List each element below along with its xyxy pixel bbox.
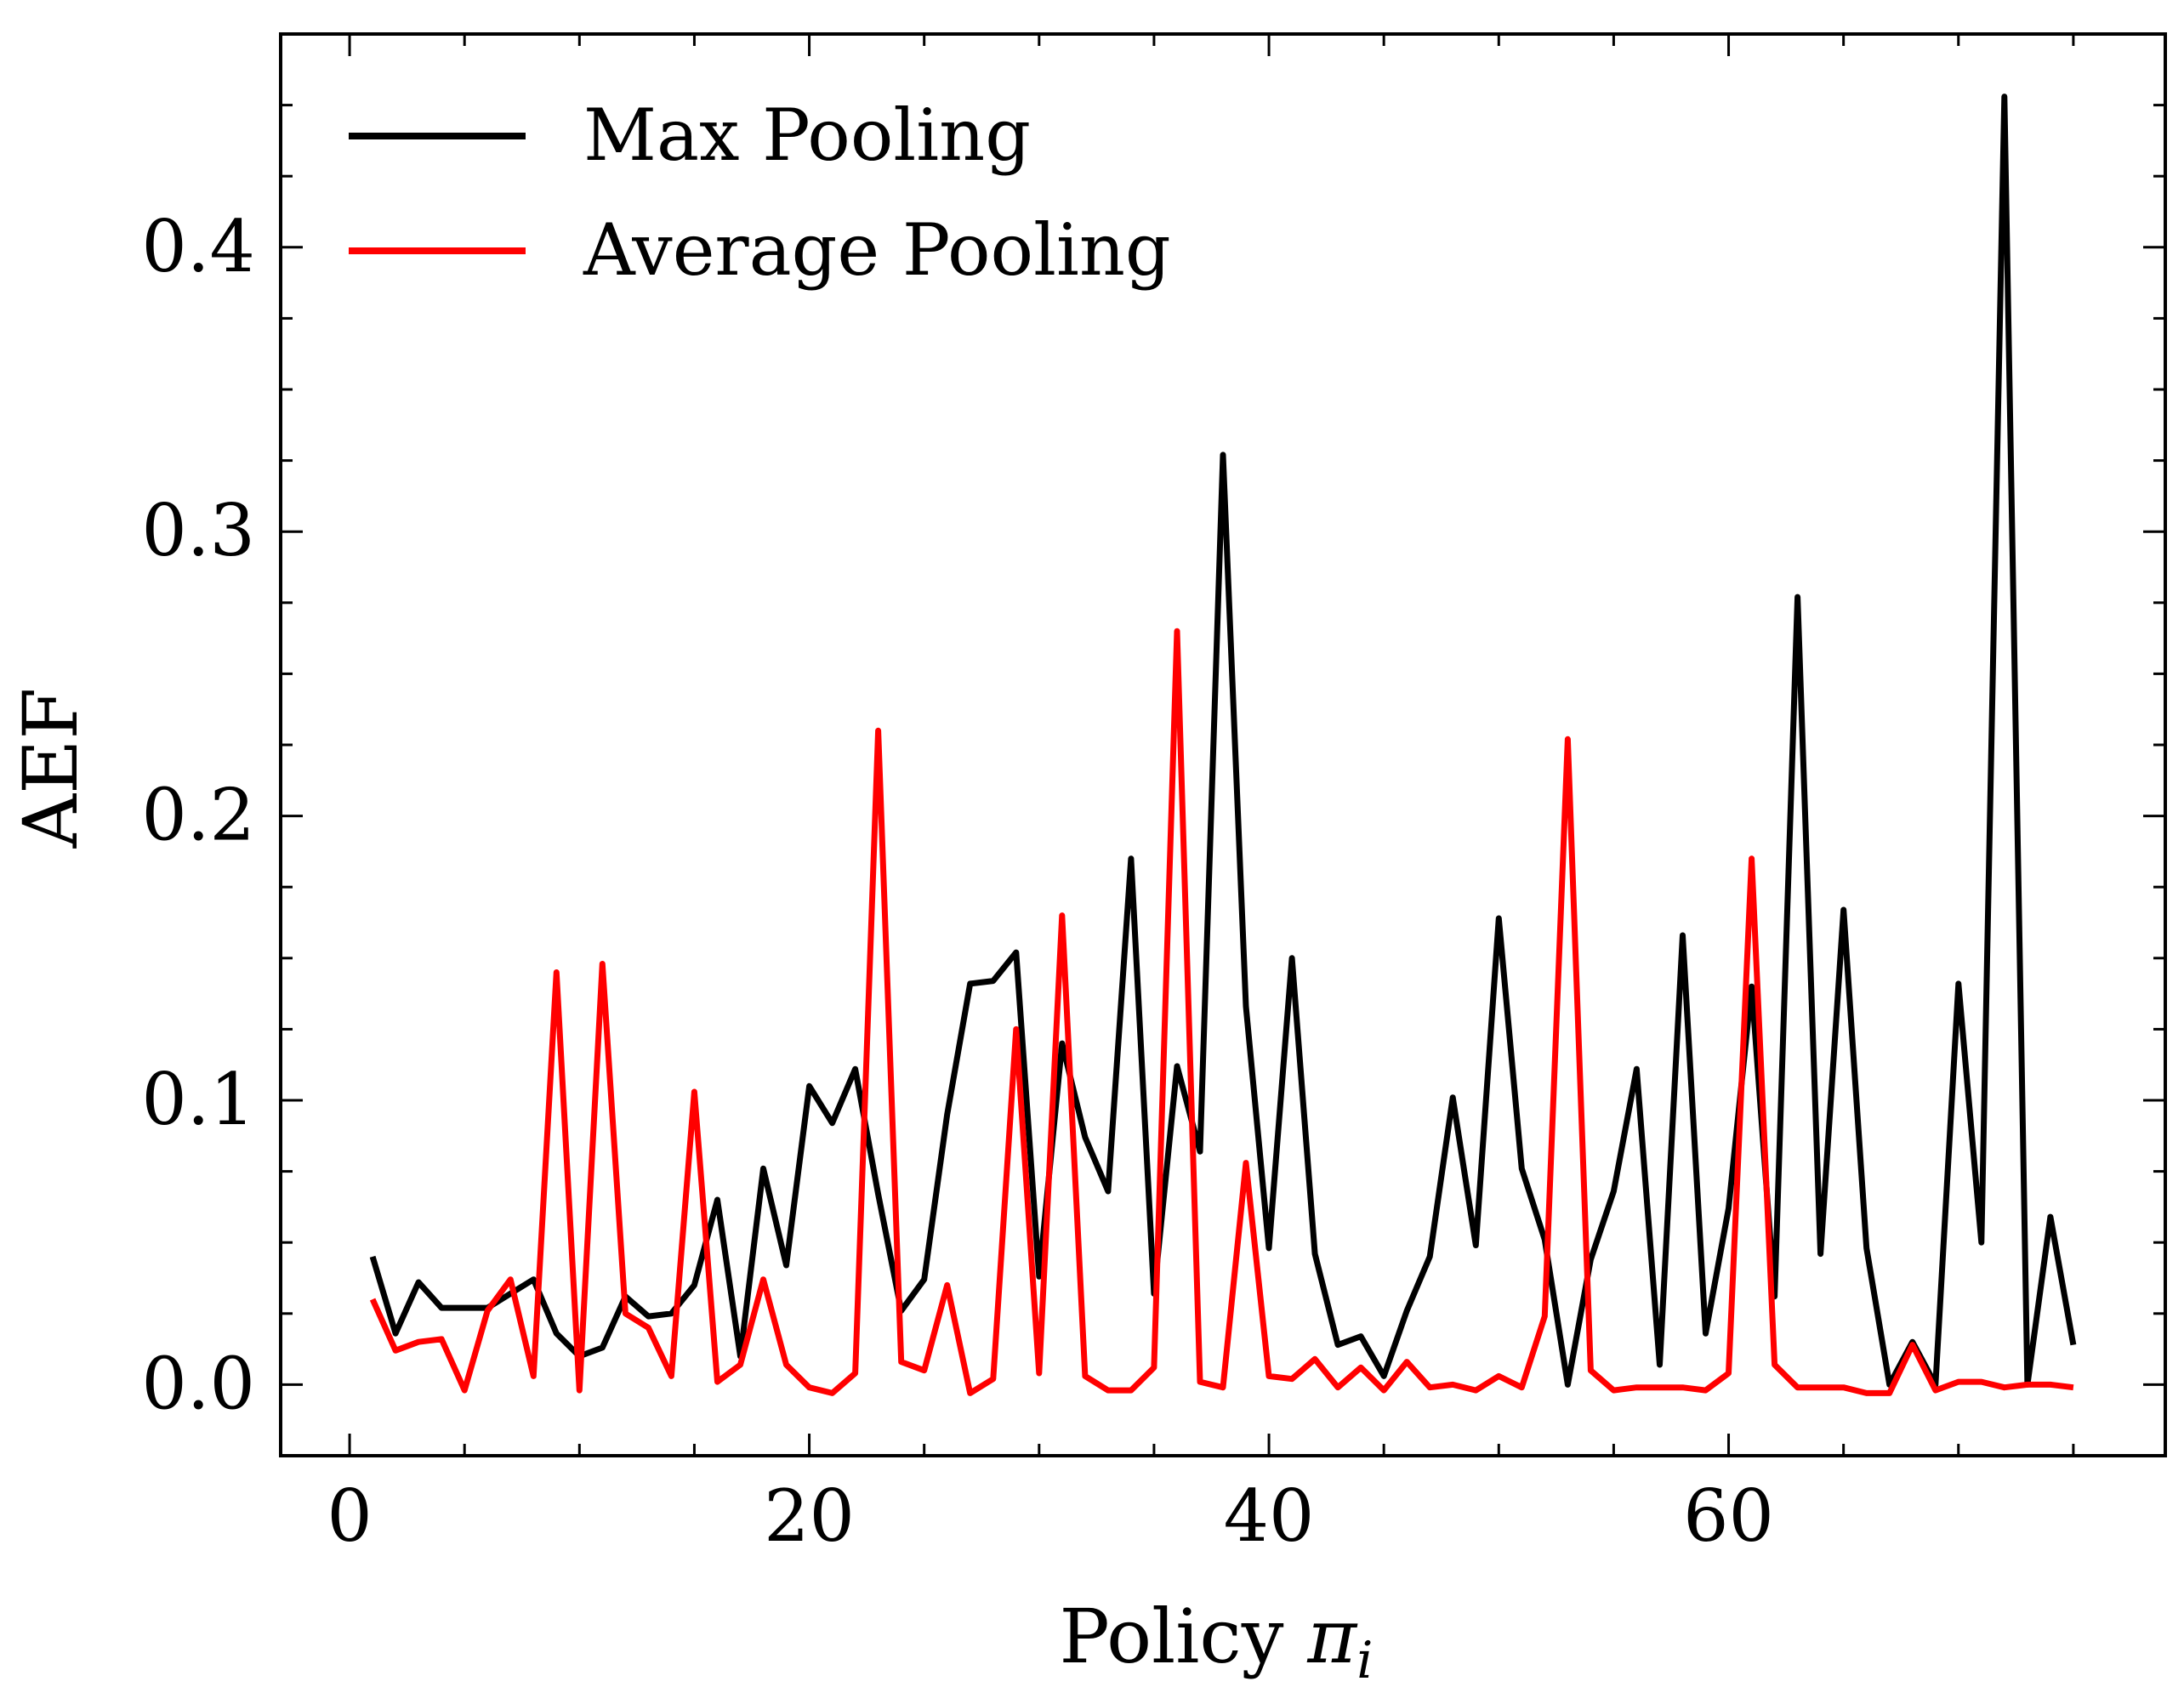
x-tick-label: 20 bbox=[764, 1474, 855, 1558]
legend-label-average-pooling: Average Pooling bbox=[583, 208, 1171, 292]
series-line-max-pooling bbox=[369, 94, 2077, 1388]
x-tick-label: 40 bbox=[1224, 1474, 1315, 1558]
axis-tick-labels: 0 20 40 60 0.0 0.1 0.2 0.3 0.4 bbox=[141, 205, 1774, 1558]
plot-area-border bbox=[279, 32, 2167, 1457]
y-axis-title: AEF bbox=[7, 688, 94, 849]
y-tick-label: 0.4 bbox=[141, 205, 255, 288]
y-tick-label: 0.0 bbox=[141, 1342, 255, 1425]
legend: Max Pooling Average Pooling bbox=[349, 94, 1171, 292]
series-lines bbox=[369, 94, 2077, 1396]
x-tick-label: 60 bbox=[1683, 1474, 1774, 1558]
y-tick-label: 0.1 bbox=[141, 1058, 255, 1141]
series-line-average-pooling bbox=[369, 628, 2074, 1396]
y-tick-label: 0.2 bbox=[141, 774, 255, 857]
legend-label-max-pooling: Max Pooling bbox=[583, 94, 1031, 177]
x-axis-title: Policy πi bbox=[1060, 1593, 1374, 1687]
x-tick-label: 0 bbox=[327, 1474, 372, 1558]
axis-ticks bbox=[281, 32, 2165, 1457]
y-tick-label: 0.3 bbox=[141, 489, 255, 572]
plot-frame bbox=[279, 32, 2167, 1457]
